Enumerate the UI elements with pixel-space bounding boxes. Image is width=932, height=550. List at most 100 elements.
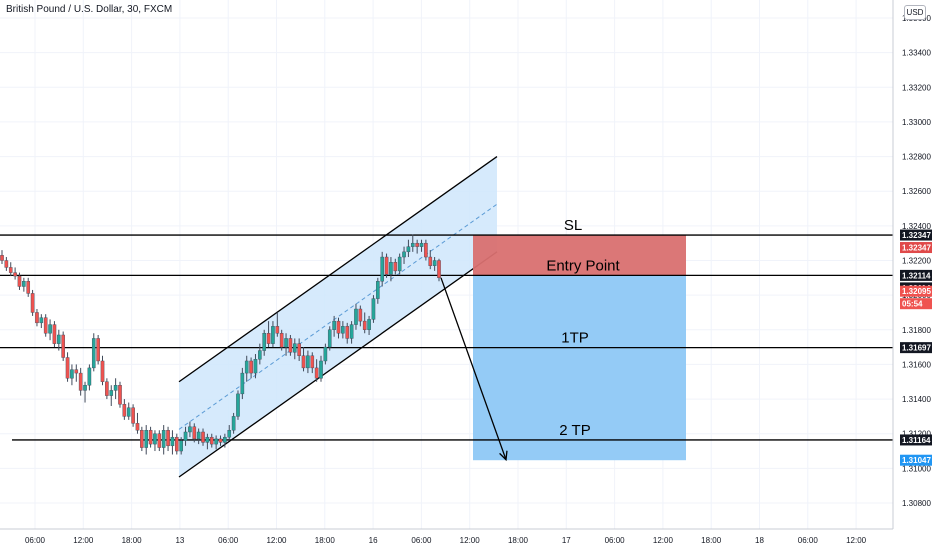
channel-upper-line (178, 156, 498, 383)
y-tick-label: 1.30800 (902, 499, 931, 508)
candle-body (354, 308, 358, 325)
candle-body (236, 393, 240, 417)
price-tag-bg (900, 342, 932, 354)
candle-body (341, 326, 345, 334)
candle-body (17, 275, 22, 287)
candle-body (170, 436, 175, 447)
candle-body (332, 320, 336, 330)
candle-body (271, 326, 275, 344)
candle-body (288, 338, 293, 353)
candle-body (192, 426, 197, 440)
candle-body (161, 430, 166, 448)
candle-body (306, 355, 310, 369)
x-tick-label: 12:00 (846, 536, 867, 545)
price-tag-label: 1.32347 (902, 244, 931, 253)
candle-body (428, 256, 433, 266)
level-label: SL (564, 217, 582, 234)
candle-body (437, 260, 441, 279)
candle-body (380, 256, 384, 282)
x-tick-label: 06:00 (218, 536, 239, 545)
price-tag-label: 1.31047 (902, 456, 931, 465)
x-tick-label: 06:00 (25, 536, 46, 545)
take-profit-zone (473, 275, 686, 461)
candle-body (249, 360, 253, 374)
x-tick-label: 18:00 (508, 536, 529, 545)
candle-body (275, 326, 280, 334)
y-tick-label: 1.31400 (902, 395, 931, 404)
candle-body (52, 324, 57, 344)
y-tick-label: 1.32400 (902, 222, 931, 231)
candle-body (91, 338, 96, 369)
candle-body (96, 338, 100, 362)
candle-body (35, 312, 39, 324)
candle-body (284, 338, 288, 348)
candle-body (231, 416, 236, 431)
price-tag-bg (900, 269, 932, 281)
candle-body (131, 407, 135, 424)
candle-body (266, 333, 271, 344)
candle-body (196, 431, 201, 440)
x-tick-label: 18 (755, 536, 764, 545)
x-tick-label: 06:00 (798, 536, 819, 545)
candle-body (113, 385, 118, 391)
candle-body (179, 440, 183, 452)
candle-body (122, 404, 127, 417)
candle-body (209, 436, 214, 445)
price-tag-bg (900, 285, 932, 297)
candle-body (83, 385, 87, 391)
candle-body (406, 246, 411, 253)
candle-body (397, 256, 402, 272)
candle-body (26, 281, 31, 294)
x-tick-label: 13 (175, 536, 184, 545)
x-tick-label: 16 (369, 536, 378, 545)
candle-body (78, 372, 83, 391)
candle-body (279, 333, 284, 348)
candle-body (144, 430, 149, 448)
candle-body (174, 436, 179, 452)
candle-body (140, 430, 144, 448)
candle-body (227, 430, 232, 438)
price-tag-label: 1.32347 (902, 231, 931, 240)
candle-body (61, 334, 65, 358)
candle-body (48, 324, 52, 334)
candle-body (389, 262, 393, 275)
x-tick-label: 18:00 (122, 536, 143, 545)
candle-body (166, 430, 170, 447)
currency-label[interactable]: USD (904, 5, 926, 20)
candle-body (148, 430, 153, 445)
price-tag-label: 1.32114 (902, 271, 931, 280)
candle-body (262, 333, 267, 351)
candle-body (323, 346, 328, 362)
price-tag-bg (900, 298, 932, 310)
y-tick-label: 1.32200 (902, 257, 931, 266)
time-axis-panel (0, 529, 893, 550)
candle-body (157, 433, 162, 448)
x-tick-label: 12:00 (266, 536, 287, 545)
candle-body (292, 343, 297, 353)
level-label: 2 TP (559, 422, 590, 439)
candle-body (345, 326, 350, 339)
candle-body (314, 367, 319, 379)
candle-body (419, 242, 424, 247)
x-tick-label: 12:00 (460, 536, 481, 545)
forecast-arrow-line (440, 277, 507, 460)
candle-body (0, 255, 4, 261)
candle-body (301, 355, 306, 369)
candle-body (367, 319, 371, 330)
channel-mid-line (178, 203, 498, 430)
candle-body (371, 298, 376, 320)
y-tick-label: 1.33400 (902, 49, 931, 58)
price-tag-label: 1.31164 (902, 436, 931, 445)
price-tag-bg (900, 434, 932, 446)
candle-body (362, 320, 367, 330)
x-tick-label: 06:00 (411, 536, 432, 545)
candle-body (188, 426, 192, 433)
candle-body (327, 329, 332, 348)
x-tick-label: 18:00 (315, 536, 336, 545)
price-tag-label: 1.31697 (902, 344, 931, 353)
y-tick-label: 1.32800 (902, 153, 931, 162)
candle-body (297, 343, 301, 356)
candle-body (30, 293, 35, 313)
candle-body (183, 431, 188, 441)
